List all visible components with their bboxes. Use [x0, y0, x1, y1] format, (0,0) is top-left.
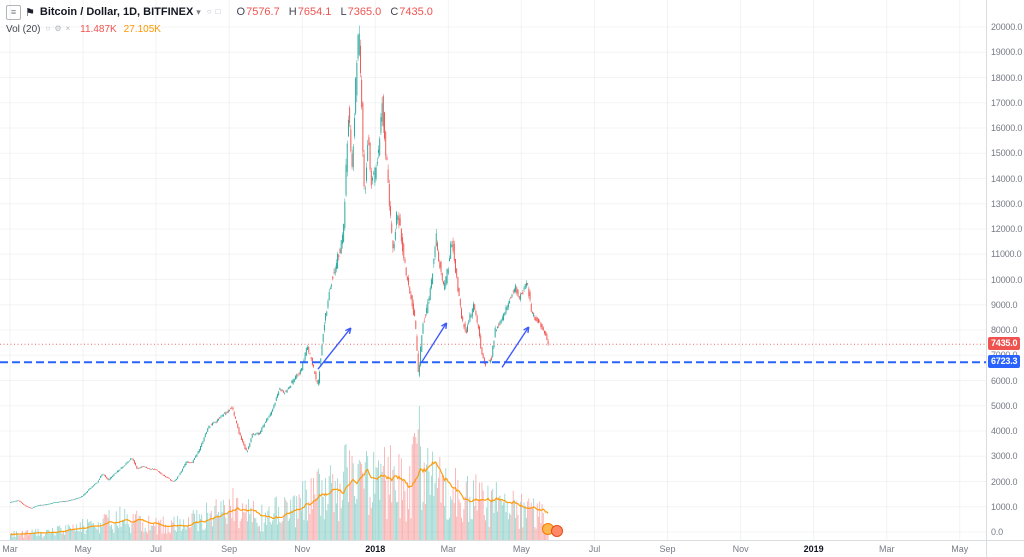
price-tick-label: 20000.0 — [991, 22, 1023, 32]
price-tick-label: 11000.0 — [991, 249, 1022, 260]
price-tick-label: 15000.0 — [991, 148, 1023, 159]
chart-area[interactable]: ≡ ⚑ Bitcoin / Dollar, 1D, BITFINEX ▾ ○ □… — [0, 0, 986, 540]
low-value: 7365.0 — [347, 6, 382, 18]
price-tick-label: 1000.0 — [991, 501, 1018, 512]
price-tick-label: 0.0 — [991, 527, 1003, 537]
time-tick-label: Mar — [2, 544, 18, 554]
price-tick-label: 3000.0 — [991, 451, 1018, 462]
compare-icon[interactable]: ○ — [206, 7, 212, 16]
symbol-legend-row: ≡ ⚑ Bitcoin / Dollar, 1D, BITFINEX ▾ ○ □… — [6, 4, 433, 20]
price-tick-label: 10000.0 — [991, 274, 1023, 285]
axis-corner — [986, 540, 1024, 557]
support-line-price-tag: 6723.3 — [988, 355, 1021, 369]
price-tick-label: 9000.0 — [991, 299, 1018, 310]
close-label: C — [390, 6, 399, 18]
time-tick-label: May — [74, 544, 92, 554]
time-tick-label: Sep — [659, 544, 676, 554]
price-tick-label: 16000.0 — [991, 123, 1023, 133]
time-axis[interactable]: Mar May Jul Sep Nov 2018 Mar May Jul Sep Nov 2019 Ma… — [0, 540, 986, 557]
menu-icon[interactable]: ≡ — [6, 4, 21, 20]
high-label: H — [288, 6, 297, 18]
sticker-dot-icon — [551, 525, 563, 537]
price-tick-label: 17000.0 — [991, 97, 1023, 108]
close-icon[interactable]: × — [65, 24, 71, 33]
price-tick-label: 2000.0 — [991, 476, 1018, 487]
price-tick-label: 18000.0 — [991, 72, 1023, 83]
settings-icon[interactable]: □ — [215, 7, 221, 16]
time-tick-label: May — [512, 544, 530, 554]
symbol-title[interactable]: Bitcoin / Dollar, 1D, BITFINEX — [39, 6, 194, 18]
time-tick-label: Nov — [294, 544, 311, 554]
time-tick-label: Mar — [440, 544, 457, 554]
price-tick-label: 6000.0 — [991, 375, 1018, 386]
eye-icon[interactable]: ○ — [45, 24, 51, 33]
price-tick-label: 13000.0 — [991, 198, 1023, 209]
time-tick-label: Sep — [221, 544, 238, 554]
ohlc-values: O7576.7 H7654.1 L7365.0 C7435.0 — [231, 6, 433, 18]
time-tick-label: Jul — [150, 544, 162, 554]
time-tick-label: 2019 — [803, 544, 824, 554]
price-axis[interactable]: 20000.0 19000.0 18000.0 17000.0 16000.0 15000… — [986, 0, 1024, 540]
low-label: L — [340, 6, 347, 18]
price-tick-label: 8000.0 — [991, 325, 1018, 335]
high-value: 7654.1 — [297, 6, 332, 18]
price-chart-canvas[interactable] — [0, 0, 986, 540]
flag-icon[interactable]: ⚑ — [25, 6, 35, 19]
current-price-tag: 7435.0 — [988, 337, 1021, 351]
volume-value: 11.487K — [80, 23, 117, 35]
open-value: 7576.7 — [246, 6, 280, 18]
time-tick-label: Nov — [732, 544, 749, 554]
emoji-sticker[interactable] — [542, 523, 563, 537]
volume-legend-row: Vol (20) ○ ⚙ × 11.487K 27.105K — [6, 21, 433, 37]
time-tick-label: Jul — [588, 544, 601, 554]
price-tick-label: 4000.0 — [991, 426, 1018, 436]
price-tick-label: 14000.0 — [991, 173, 1023, 184]
time-tick-label: 2018 — [365, 544, 386, 554]
chevron-down-icon[interactable]: ▾ — [196, 6, 201, 17]
open-label: O — [236, 6, 246, 18]
close-value: 7435.0 — [399, 6, 433, 18]
time-tick-label: Mar — [878, 544, 895, 554]
volume-ma-value: 27.105K — [123, 23, 161, 35]
price-tick-label: 19000.0 — [991, 47, 1023, 58]
time-tick-label: May — [951, 544, 969, 554]
price-tick-label: 5000.0 — [991, 400, 1018, 411]
price-tick-label: 12000.0 — [991, 224, 1023, 234]
volume-indicator-label[interactable]: Vol (20) — [6, 23, 41, 35]
gear-icon[interactable]: ⚙ — [54, 24, 62, 33]
legend: ≡ ⚑ Bitcoin / Dollar, 1D, BITFINEX ▾ ○ □… — [6, 4, 433, 37]
